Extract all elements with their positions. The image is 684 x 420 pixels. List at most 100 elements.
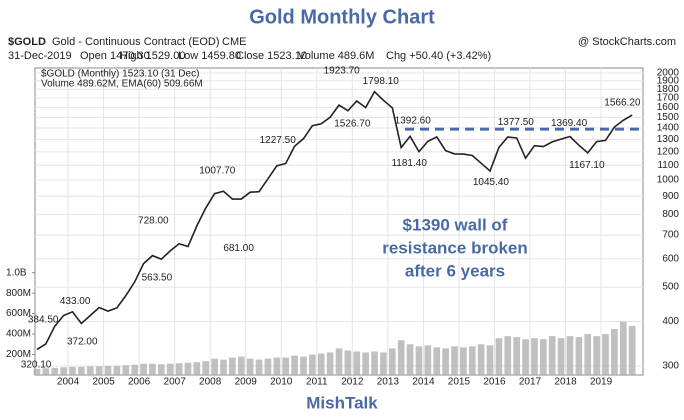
volume-bar bbox=[602, 334, 609, 375]
volume-bar bbox=[211, 358, 218, 375]
volume-bar bbox=[282, 357, 290, 375]
volume-bar bbox=[380, 352, 387, 375]
price-annotation: 563.50 bbox=[142, 272, 173, 283]
y-tick-label: 1500 bbox=[657, 112, 680, 123]
volume-bar bbox=[557, 338, 565, 375]
y-tick-label: 500 bbox=[662, 282, 679, 293]
volume-bar bbox=[531, 338, 538, 375]
x-tick-label: 2017 bbox=[519, 377, 542, 388]
volume-bar bbox=[584, 334, 592, 375]
volume-bar bbox=[317, 353, 325, 375]
volume-bar bbox=[193, 362, 201, 375]
volume-bar bbox=[60, 367, 67, 375]
volume-bar bbox=[149, 363, 156, 375]
symbol: $GOLD bbox=[8, 36, 46, 48]
y-tick-label: 800 bbox=[662, 209, 679, 220]
volume-bar bbox=[157, 364, 165, 375]
volume-bar bbox=[619, 321, 627, 375]
volume-bar bbox=[539, 339, 547, 375]
y-tick-label: 2000 bbox=[657, 68, 680, 79]
y2-tick-label: 800M bbox=[6, 288, 31, 299]
x-tick-label: 2016 bbox=[483, 377, 506, 388]
volume-bar bbox=[397, 340, 405, 375]
price-annotation: 1167.10 bbox=[569, 160, 605, 171]
price-annotation: 1377.50 bbox=[498, 117, 535, 128]
price-annotation: 1526.70 bbox=[334, 118, 371, 129]
price-annotation: 681.00 bbox=[223, 243, 254, 254]
volume-bar bbox=[477, 344, 485, 375]
price-annotation: 320.10 bbox=[21, 360, 52, 371]
volume-bar bbox=[353, 351, 361, 375]
volume-bar bbox=[486, 345, 494, 375]
y2-tick-label: 400M bbox=[6, 329, 31, 340]
y-tick-label: 1600 bbox=[657, 102, 680, 113]
note: $1390 wall of bbox=[403, 215, 508, 234]
volume-bar bbox=[468, 346, 476, 375]
volume-bar bbox=[326, 352, 334, 375]
volume-bar bbox=[69, 366, 76, 375]
price-annotation: 1227.50 bbox=[260, 135, 297, 146]
x-tick-label: 2014 bbox=[412, 377, 435, 388]
volume-bar bbox=[371, 351, 378, 375]
x-tick-label: 2013 bbox=[377, 377, 400, 388]
y-tick-label: 1100 bbox=[657, 160, 679, 171]
volume-bar bbox=[184, 362, 192, 375]
y-tick-label: 400 bbox=[662, 316, 679, 327]
volume-bar bbox=[424, 345, 432, 375]
price-annotation: 372.00 bbox=[67, 336, 98, 347]
volume-bar bbox=[309, 354, 316, 375]
volume-bar bbox=[175, 363, 183, 375]
quote-item: High 1529.00 bbox=[120, 50, 185, 62]
volume-bar bbox=[335, 348, 343, 375]
quote-item: Open 1470.30 bbox=[80, 50, 150, 62]
volume-bar bbox=[255, 359, 263, 375]
price-annotation: 1923.70 bbox=[324, 66, 361, 77]
volume-bar bbox=[122, 365, 130, 375]
y-tick-label: 1900 bbox=[657, 76, 680, 87]
x-tick-label: 2012 bbox=[341, 377, 364, 388]
y-tick-label: 600 bbox=[662, 254, 679, 265]
note: after 6 years bbox=[405, 261, 505, 280]
volume-bar bbox=[273, 357, 281, 375]
y-tick-label: 900 bbox=[662, 191, 679, 202]
y-tick-label: 1200 bbox=[657, 146, 680, 157]
note: resistance broken bbox=[382, 238, 528, 257]
volume-bar bbox=[264, 358, 272, 375]
quote-item: Chg +50.40 (+3.42%) bbox=[386, 50, 491, 62]
volume-bar bbox=[246, 358, 254, 375]
legend-entry: Volume 489.62M, EMA(60) 509.66M bbox=[41, 79, 203, 90]
volume-bar bbox=[131, 364, 139, 375]
volume-bar bbox=[575, 337, 583, 375]
volume-bar bbox=[566, 336, 574, 375]
y-tick-label: 1400 bbox=[657, 123, 680, 134]
x-tick-label: 2005 bbox=[92, 377, 115, 388]
y2-tick-label: 200M bbox=[6, 349, 31, 360]
volume-bar bbox=[522, 339, 529, 375]
quote-item: Close 1523.10 bbox=[236, 50, 307, 62]
y2-tick-label: 1.0B bbox=[6, 267, 27, 278]
volume-bar bbox=[140, 363, 147, 375]
volume-bar bbox=[513, 337, 521, 375]
legend-entry: $GOLD (Monthly) 1523.10 (31 Dec) bbox=[41, 69, 199, 80]
volume-bar bbox=[548, 336, 556, 375]
price-annotation: 1369.40 bbox=[551, 118, 588, 129]
x-tick-label: 2008 bbox=[199, 377, 222, 388]
y-tick-label: 300 bbox=[662, 361, 679, 372]
y-tick-label: 1000 bbox=[657, 175, 680, 186]
volume-bar bbox=[433, 347, 441, 375]
x-tick-label: 2019 bbox=[590, 377, 613, 388]
y-tick-label: 700 bbox=[662, 230, 679, 241]
volume-bar bbox=[495, 338, 503, 375]
volume-bar bbox=[113, 365, 121, 375]
y-tick-label: 1800 bbox=[657, 84, 680, 95]
price-annotation: 384.50 bbox=[28, 314, 59, 325]
x-tick-label: 2007 bbox=[164, 377, 187, 388]
price-annotation: 1007.70 bbox=[199, 165, 236, 176]
price-annotation: 433.00 bbox=[60, 296, 91, 307]
chart-title: Gold Monthly Chart bbox=[249, 6, 435, 28]
price-annotation: 728.00 bbox=[138, 216, 169, 227]
volume-bar bbox=[415, 346, 423, 375]
volume-bar bbox=[442, 348, 449, 375]
volume-bar bbox=[86, 366, 94, 375]
price-line bbox=[36, 90, 633, 351]
